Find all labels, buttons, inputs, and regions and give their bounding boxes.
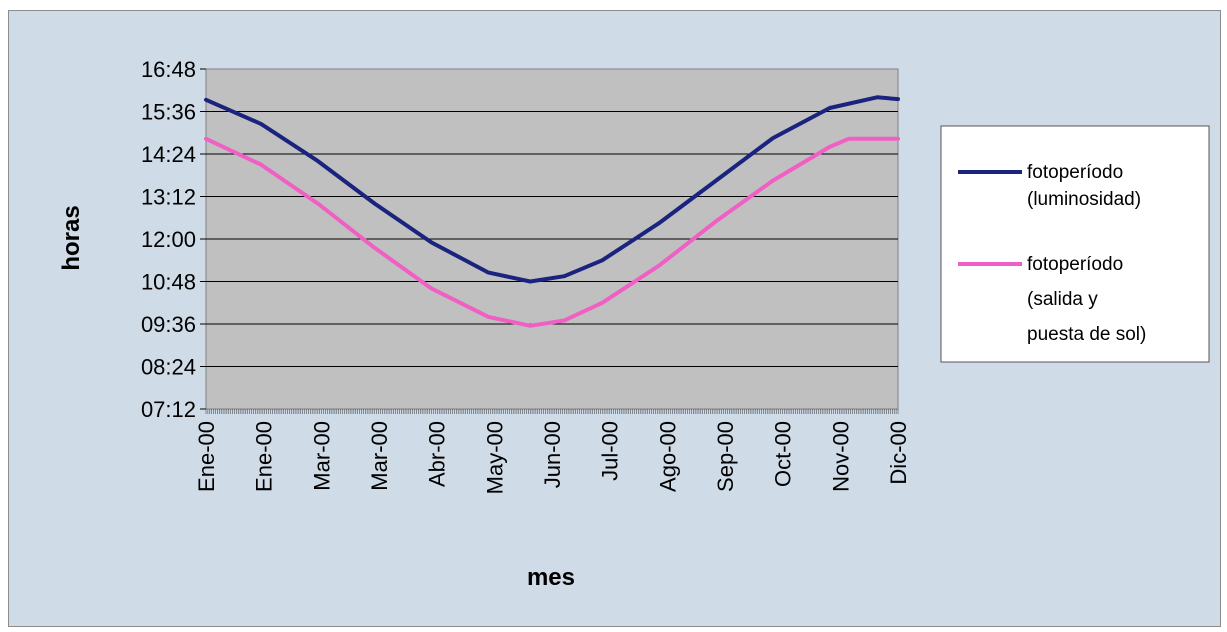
y-tick-label: 12:00 xyxy=(141,227,196,252)
y-tick-label: 10:48 xyxy=(141,270,196,295)
gridlines xyxy=(200,68,898,410)
legend-label-luminosidad-line1: fotoperíodo xyxy=(1027,162,1123,183)
series-line-2 xyxy=(204,136,900,328)
y-tick-label: 08:24 xyxy=(141,355,196,380)
y-tick-label: 09:36 xyxy=(141,312,196,337)
legend-box xyxy=(940,125,1210,363)
y-tick-label: 15:36 xyxy=(141,100,196,125)
legend-label-luminosidad-line2: (luminosidad) xyxy=(1027,189,1141,210)
legend-label-salida-line2: (salida y xyxy=(1027,289,1098,310)
x-tick-label: Sep-00 xyxy=(713,421,738,492)
y-axis-title: horas xyxy=(58,205,85,270)
x-tick-label: Jun-00 xyxy=(540,421,565,488)
x-axis-title: mes xyxy=(527,564,575,591)
x-tick-label: Mar-00 xyxy=(309,421,334,491)
x-tick-label: Dic-00 xyxy=(886,421,911,485)
series-lines xyxy=(204,95,900,328)
y-tick-label: 16:48 xyxy=(141,57,196,82)
y-tick-labels: 07:12 08:24 09:36 10:48 12:00 13:12 14:24 15:36… xyxy=(141,57,196,422)
series-line-1 xyxy=(204,95,900,284)
x-tick-label: Mar-00 xyxy=(367,421,392,491)
y-tick-label: 14:24 xyxy=(141,142,196,167)
x-tick-label: Ago-00 xyxy=(655,421,680,492)
x-tick-label: Ene-00 xyxy=(252,421,277,492)
x-tick-label: Abr-00 xyxy=(425,421,450,487)
x-tick-label: Jul-00 xyxy=(598,421,623,481)
y-tick-label: 07:12 xyxy=(141,397,196,422)
x-tick-label: Ene-00 xyxy=(194,421,219,492)
y-tick-label: 13:12 xyxy=(141,185,196,210)
x-tick-label: May-00 xyxy=(482,421,507,494)
x-tick-labels: Ene-00 Ene-00 Mar-00 Mar-00 Abr-00 May-00 Jun-… xyxy=(194,421,911,494)
legend: fotoperíodo (luminosidad) fotoperíodo (s… xyxy=(940,125,1210,363)
x-tick-label: Nov-00 xyxy=(828,421,853,492)
x-minor-ticks xyxy=(205,409,899,414)
legend-label-salida-line3: puesta de sol) xyxy=(1027,324,1146,345)
x-tick-label: Oct-00 xyxy=(771,421,796,487)
legend-label-salida-line1: fotoperíodo xyxy=(1027,254,1123,275)
